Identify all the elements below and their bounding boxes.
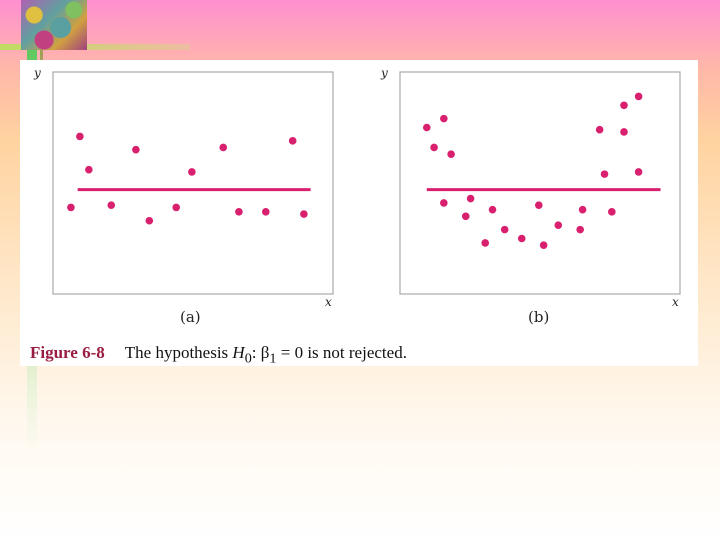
panel-a-data-point (188, 168, 196, 176)
panel-b-data-point (517, 234, 526, 243)
beta-subscript: 1 (269, 350, 277, 367)
panel-b-data-point (488, 205, 497, 214)
panel-a-x-axis-label: x (325, 295, 332, 309)
panel-b-data-point (595, 125, 604, 134)
caption-text-before: The hypothesis (124, 343, 233, 362)
panel-b-y-axis-label: y (380, 66, 388, 80)
panel-a-data-point (300, 210, 308, 218)
panel-b-data-point (608, 208, 616, 216)
decorative-bar-horizontal (0, 44, 190, 50)
panel-b-data-point (422, 123, 431, 132)
caption-text-mid: : (251, 343, 261, 362)
panel-a-data-point (132, 145, 140, 154)
panel-b-frame (399, 71, 681, 295)
caption-text-after: = 0 is not rejected. (276, 343, 407, 362)
figure-number: Figure 6-8 (30, 343, 105, 362)
panel-b-data-point (481, 239, 490, 247)
panel-a-data-point (85, 165, 93, 174)
panel-b-data-point (620, 128, 628, 136)
hypothesis-subscript: 0 (244, 350, 252, 367)
panel-b-data-point (461, 212, 470, 221)
panel-a-data-point (235, 208, 243, 216)
scatter-plots: y x y x (33, 66, 681, 309)
panel-a-data-point (76, 132, 84, 141)
panel-b-data-point (620, 101, 628, 110)
panel-a-data-point (262, 208, 270, 216)
panel-a-data-point (145, 216, 154, 225)
panel-a-data-point (67, 203, 75, 212)
panel-b-data-point (600, 170, 609, 178)
panel-a-frame (52, 71, 334, 295)
panel-a-data-point (172, 203, 180, 212)
decorative-photo (21, 0, 87, 50)
panel-a-y-axis-label: y (33, 66, 41, 80)
panel-b-data-point (430, 143, 438, 152)
panel-b-data-point (578, 205, 587, 214)
panel-a-data-point (288, 137, 297, 145)
panel-b-data-point (440, 114, 448, 123)
panel-b-label: (b) (528, 308, 550, 326)
panel-b-data-point (447, 150, 455, 158)
panel-b-data-point (466, 194, 475, 203)
panel-b-data-point (634, 92, 643, 101)
panel-a-data-point (219, 143, 228, 152)
figure-6-8: y x y x (a) (b) Figure 6-8 The hypothesis H0… (20, 60, 698, 366)
hypothesis-symbol: H (232, 343, 245, 362)
panel-b-x-axis-label: x (672, 295, 679, 309)
figure-caption: Figure 6-8 The hypothesis H0: β1 = 0 is n… (30, 343, 407, 367)
panel-b-data-point (440, 199, 448, 207)
panel-b-data-point (554, 221, 563, 229)
panel-b-data-point (634, 168, 643, 176)
panel-b-data-point (539, 241, 548, 249)
panel-b-data-point (576, 225, 584, 234)
panel-b-data-point (500, 225, 509, 234)
panel-a-label: (a) (180, 308, 201, 326)
panel-a-data-point (107, 201, 116, 209)
beta-symbol: β (260, 343, 270, 362)
panel-b-data-point (534, 201, 543, 209)
